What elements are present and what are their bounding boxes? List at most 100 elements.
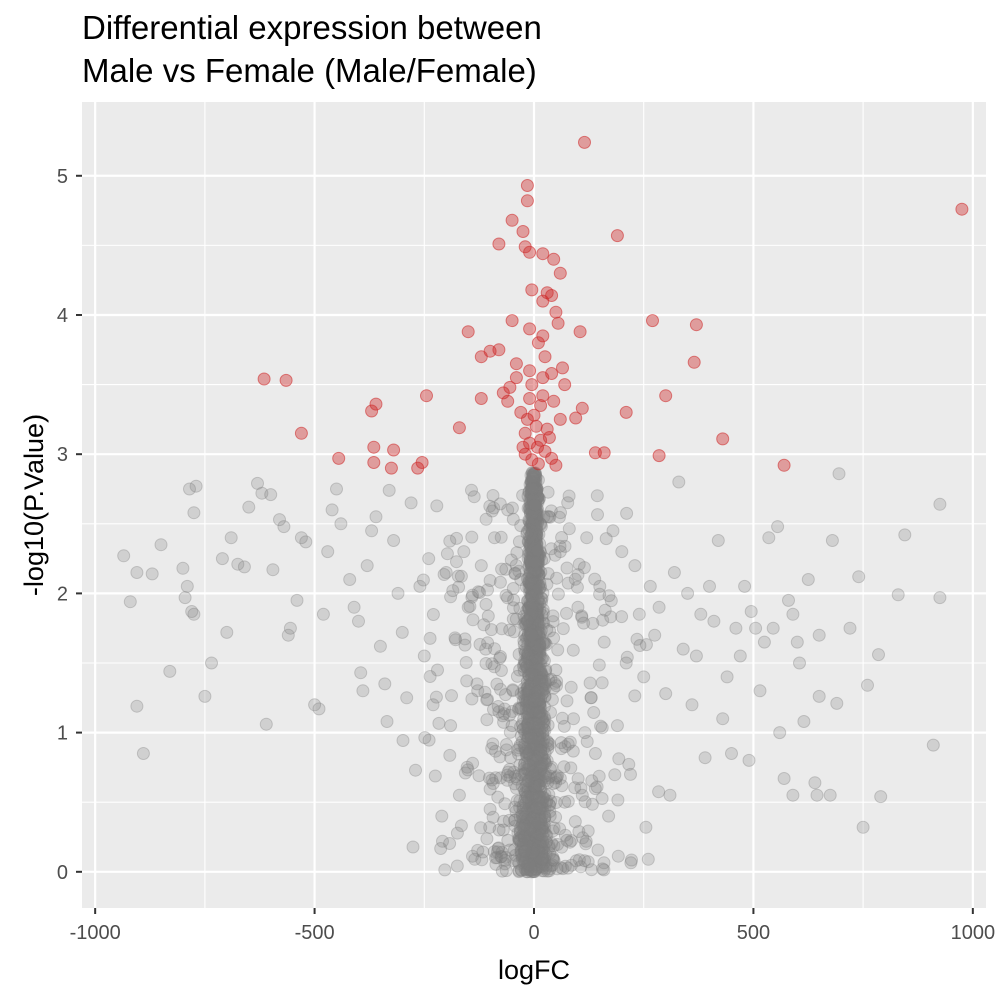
data-point-not-significant [872,648,885,662]
data-point-significant [777,458,791,472]
data-point-not-significant [536,686,550,700]
data-point-not-significant [533,649,547,663]
data-point-not-significant [526,649,540,663]
data-point-not-significant [521,785,535,799]
data-point-not-significant [524,553,538,567]
data-point-not-significant [532,732,545,746]
data-point-not-significant [527,494,541,508]
data-point-not-significant [533,638,547,652]
data-point-not-significant [537,857,551,870]
x-tick-label: 1000 [951,922,996,944]
data-point-not-significant [523,816,537,830]
data-point-not-significant [522,601,536,615]
data-point-not-significant [532,578,545,592]
data-point-not-significant [527,692,541,706]
data-point-not-significant [525,624,539,638]
data-point-not-significant [529,677,543,691]
data-point-not-significant [528,562,542,576]
data-point-not-significant [520,790,534,804]
data-point-not-significant [544,859,558,873]
data-point-not-significant [522,774,536,788]
data-point-not-significant [530,557,544,571]
non-significant-points [117,466,947,879]
data-point-not-significant [528,506,542,520]
data-point-not-significant [526,515,540,529]
data-point-not-significant [526,609,540,623]
data-point-not-significant [525,701,539,715]
data-point-not-significant [522,571,536,585]
data-point-not-significant [529,778,543,792]
data-point-not-significant [528,526,542,540]
data-point-not-significant [529,862,543,876]
data-point-not-significant [602,809,616,823]
data-point-not-significant [529,763,543,777]
data-point-not-significant [523,692,537,706]
data-point-not-significant [521,717,535,731]
data-point-not-significant [529,512,542,526]
data-point-not-significant [534,517,548,531]
data-point-not-significant [189,479,203,493]
data-point-not-significant [570,580,584,594]
data-point-not-significant [531,599,545,613]
data-point-not-significant [524,498,538,512]
data-point-not-significant [531,843,545,857]
data-point-not-significant [531,663,544,677]
data-point-not-significant [525,544,539,558]
data-point-not-significant [531,650,545,664]
data-point-not-significant [525,518,539,532]
data-point-not-significant [526,703,540,717]
data-point-not-significant [531,697,545,711]
data-point-not-significant [526,779,540,793]
data-point-not-significant [525,616,539,630]
data-point-not-significant [513,794,527,808]
data-point-not-significant [529,538,543,552]
data-point-not-significant [498,857,512,871]
data-point-not-significant [529,862,543,876]
data-point-not-significant [529,627,543,641]
data-point-not-significant [527,669,541,683]
data-point-not-significant [526,570,540,584]
data-point-not-significant [592,658,606,672]
data-point-not-significant [530,548,544,562]
data-point-significant [689,318,703,332]
data-point-not-significant [521,718,535,732]
data-point-not-significant [176,561,190,575]
data-point-not-significant [624,767,637,781]
data-point-not-significant [530,659,544,673]
data-point-not-significant [517,609,531,623]
data-point-not-significant [744,605,758,618]
data-point-significant [523,322,537,336]
data-point-not-significant [520,827,534,841]
data-point-not-significant [518,786,532,800]
data-point-not-significant [534,565,548,579]
data-point-not-significant [526,759,540,773]
data-point-not-significant [534,794,548,808]
data-point-not-significant [546,824,560,838]
data-point-not-significant [524,836,538,850]
data-point-not-significant [531,544,544,558]
data-point-not-significant [418,731,432,745]
data-point-not-significant [518,834,532,848]
data-point-not-significant [530,503,544,517]
data-point-not-significant [531,728,545,742]
data-point-not-significant [524,475,538,489]
y-tick-label: 2 [57,583,68,605]
data-point-not-significant [521,832,535,846]
data-point-not-significant [530,523,544,537]
data-point-not-significant [523,516,537,530]
data-point-not-significant [452,788,466,802]
data-point-not-significant [733,649,747,663]
data-point-not-significant [526,801,540,815]
data-point-not-significant [163,664,177,678]
data-point-not-significant [521,815,535,829]
data-point-not-significant [145,567,159,581]
data-point-not-significant [521,817,535,831]
data-point-not-significant [532,802,546,816]
data-point-not-significant [541,485,555,499]
data-point-not-significant [524,536,538,550]
data-point-not-significant [532,730,546,744]
data-point-significant [558,378,572,392]
data-point-not-significant [527,505,541,519]
data-point-not-significant [529,514,543,528]
data-point-not-significant [525,831,539,845]
